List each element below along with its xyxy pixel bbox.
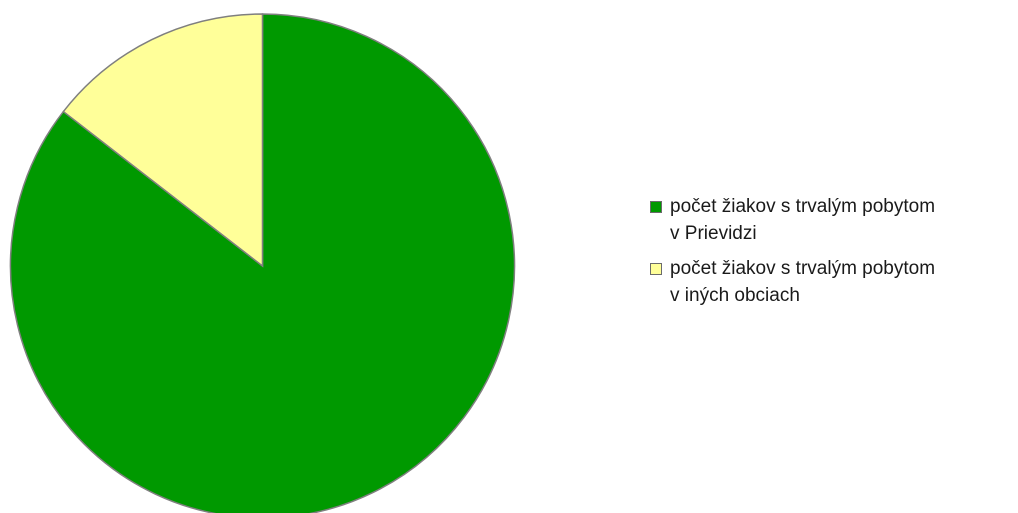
legend-item-prievidza: počet žiakov s trvalým pobytom v Prievid… [650, 193, 1018, 247]
pie-slices [9, 13, 516, 513]
legend-label-prievidza-line1: počet žiakov s trvalým pobytom [670, 196, 936, 217]
legend-label-other-line2: v iných obciach [670, 285, 800, 306]
legend-label-prievidza-line2: v Prievidzi [670, 223, 757, 244]
legend-item-other-municipalities: počet žiakov s trvalým pobytom v iných o… [650, 255, 1018, 309]
chart-legend: počet žiakov s trvalým pobytom v Prievid… [650, 193, 1018, 317]
legend-label-other-line1: počet žiakov s trvalým pobytom [670, 258, 936, 279]
pie-slice-other-municipalities [62, 13, 264, 268]
legend-swatch-other-municipalities [650, 263, 662, 275]
legend-swatch-prievidza [650, 201, 662, 213]
